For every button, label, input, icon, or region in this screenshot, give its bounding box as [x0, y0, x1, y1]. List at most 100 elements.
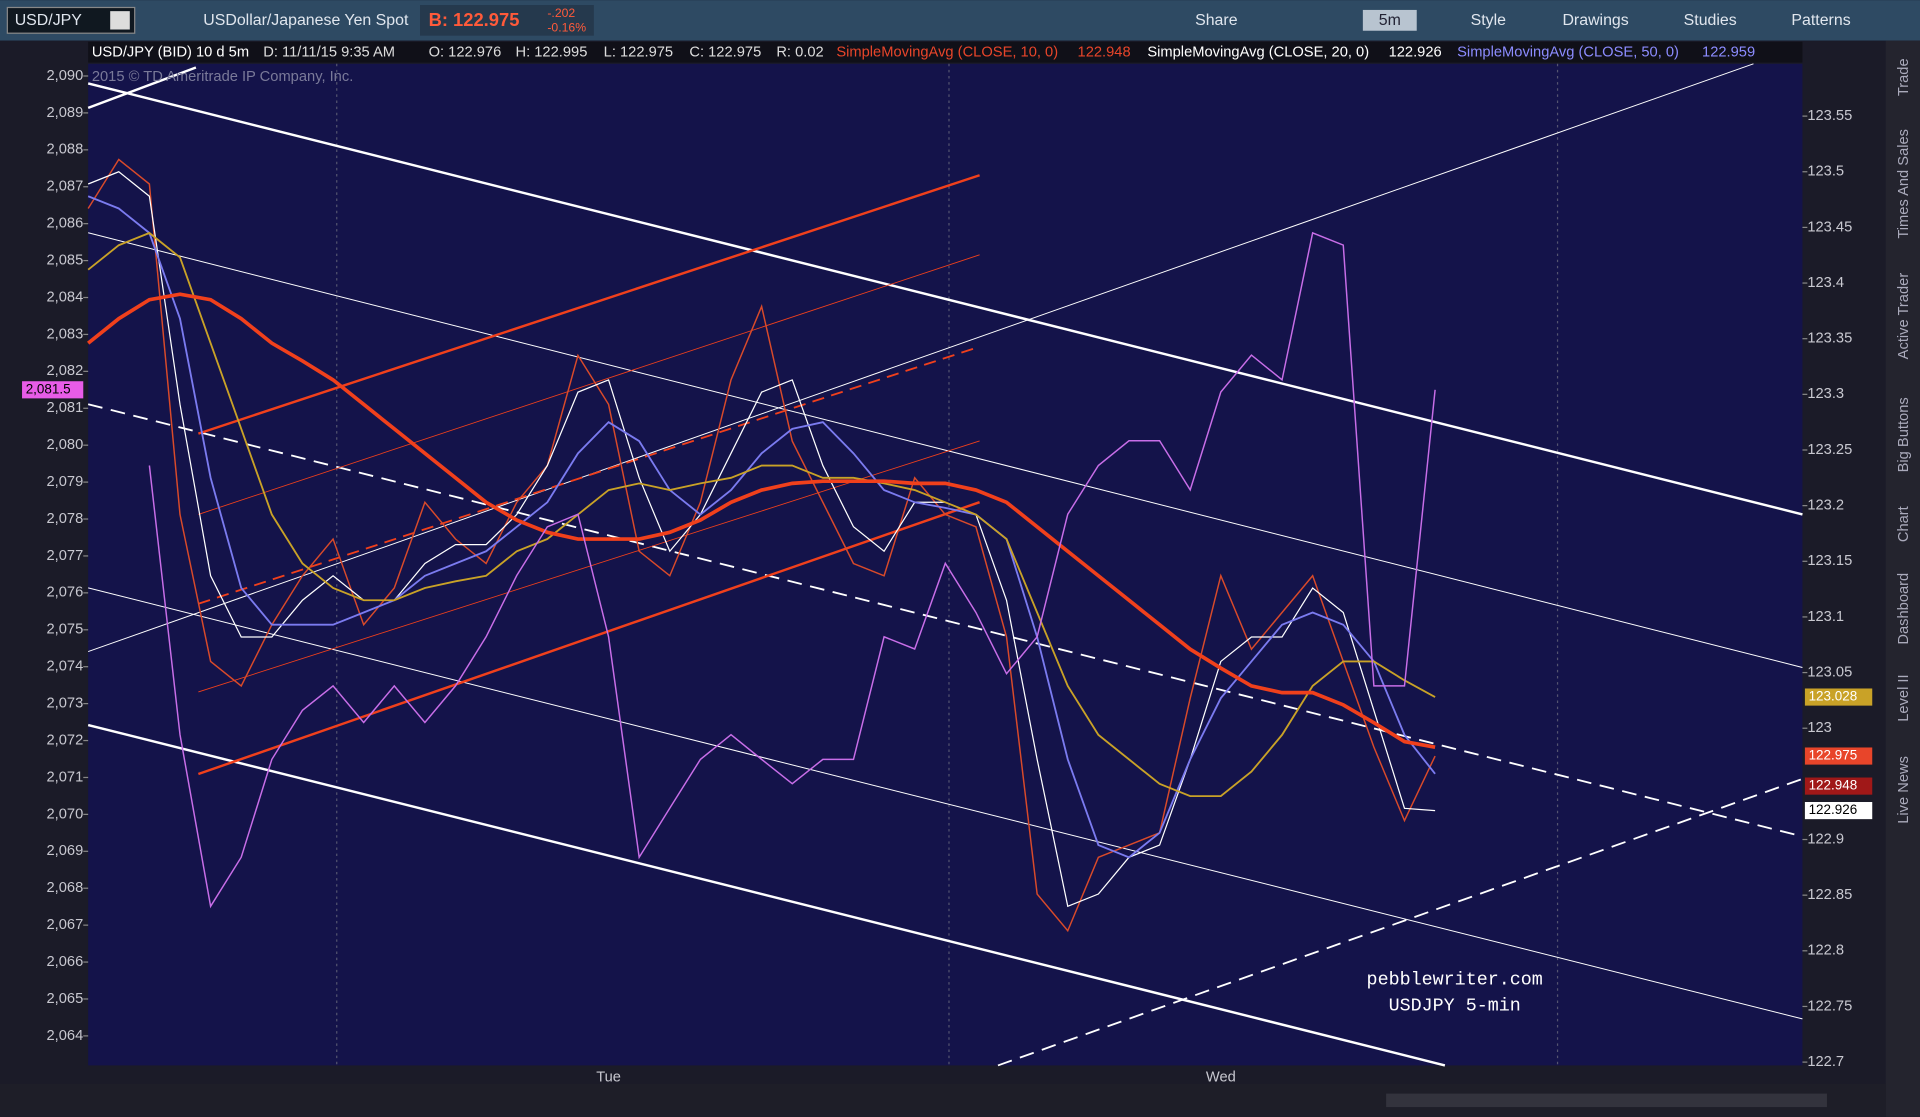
channel-line [88, 587, 1803, 1020]
y-tick-label: 123.05 [1807, 664, 1852, 680]
y2-tick-label: 2,081 [46, 400, 83, 416]
y2-tick-label: 2,068 [46, 880, 83, 896]
sma20-label: SimpleMovingAvg (CLOSE, 20, 0) [1147, 45, 1369, 61]
y2-tick-label: 2,072 [46, 732, 83, 748]
y-tick-label: 123 [1807, 720, 1832, 736]
sma20-value: 122.926 [1389, 45, 1442, 61]
y2-tick-label: 2,084 [46, 289, 83, 305]
change-pct: -0.16% [547, 21, 586, 35]
y-tick-label: 122.7 [1807, 1054, 1844, 1070]
interval-box[interactable] [1362, 9, 1417, 31]
y2-tick-label: 2,075 [46, 622, 83, 638]
sidebar-tab[interactable]: Dashboard [1896, 573, 1912, 645]
y2-tick-label: 2,067 [46, 917, 83, 933]
y2-tick-label: 2,076 [46, 585, 83, 601]
y-tick-label: 123.55 [1807, 108, 1852, 124]
y2-tick-label: 2,087 [46, 179, 83, 195]
value-tag-label: 123.028 [1809, 689, 1858, 704]
sidebar [1885, 40, 1920, 1117]
sma50-label: SimpleMovingAvg (CLOSE, 50, 0) [1457, 45, 1679, 61]
value-tag-label: 122.975 [1809, 748, 1858, 763]
y-tick-label: 123.5 [1807, 164, 1844, 180]
info-open: O: 122.976 [429, 45, 502, 61]
y-tick-label: 123.2 [1807, 498, 1844, 514]
sma10-value: 122.948 [1078, 45, 1131, 61]
trend-line [997, 778, 1803, 1067]
sidebar-tab[interactable]: Big Buttons [1896, 397, 1912, 472]
y-tick-label: 122.85 [1807, 887, 1852, 903]
info-bar [88, 41, 1803, 63]
y2-tick-label: 2,088 [46, 142, 83, 158]
style-button[interactable]: Style [1471, 12, 1507, 29]
symbol[interactable]: USD/JPY [15, 12, 83, 29]
scrollbar[interactable] [1386, 1093, 1827, 1108]
channel-line [87, 82, 1803, 516]
y2-tick-label: 2,083 [46, 326, 83, 342]
y2-value-tag-label: 2,081.5 [26, 381, 71, 396]
channel-line [88, 232, 1803, 668]
value-tag-label: 122.948 [1809, 778, 1858, 793]
y2-tick-label: 2,066 [46, 954, 83, 970]
info-close: C: 122.975 [689, 45, 761, 61]
quote-box [420, 5, 594, 36]
y2-value-tag [22, 381, 84, 399]
sidebar-tab[interactable]: Chart [1896, 506, 1912, 542]
y2-tick-label: 2,080 [46, 437, 83, 453]
y2-tick-label: 2,086 [46, 216, 83, 232]
patterns-button[interactable]: Patterns [1791, 12, 1850, 29]
sma50-value: 122.959 [1702, 45, 1755, 61]
y2-tick-label: 2,073 [46, 696, 83, 712]
info-high: H: 122.995 [516, 45, 588, 61]
value-tag [1804, 688, 1873, 706]
info-date: D: 11/11/15 9:35 AM [263, 45, 395, 61]
sidebar-tab[interactable]: Live News [1896, 756, 1912, 824]
series-line [87, 158, 1436, 933]
copyright: 2015 © TD Ameritrade IP Company, Inc. [92, 69, 353, 85]
y-tick-label: 123.15 [1807, 553, 1852, 569]
series-line [87, 292, 1436, 749]
watermark: pebblewriter.com [1367, 970, 1543, 991]
y-tick-label: 122.9 [1807, 831, 1844, 847]
trend-line [88, 63, 1754, 653]
sidebar-tab[interactable]: Times And Sales [1896, 129, 1912, 239]
drawings-button[interactable]: Drawings [1562, 12, 1628, 29]
y2-tick-label: 2,085 [46, 252, 83, 268]
y-tick-label: 123.25 [1807, 442, 1852, 458]
sidebar-tab[interactable]: Trade [1896, 58, 1912, 96]
y-tick-label: 123.4 [1807, 275, 1844, 291]
description: USDollar/Japanese Yen Spot [203, 12, 409, 29]
sidebar-tab[interactable]: Level II [1896, 674, 1912, 721]
toolbar [0, 0, 1920, 41]
orange-channel [197, 501, 980, 776]
interval[interactable]: 5m [1379, 12, 1401, 29]
y-tick-label: 123.3 [1807, 386, 1844, 402]
y-tick-label: 123.1 [1807, 609, 1844, 625]
y2-tick-label: 2,082 [46, 363, 83, 379]
y-tick-label: 123.35 [1807, 331, 1852, 347]
change: -.202 [547, 6, 575, 20]
studies-button[interactable]: Studies [1684, 12, 1737, 29]
sidebar-tab[interactable]: Active Trader [1896, 273, 1912, 360]
x-tick-label: Wed [1206, 1070, 1236, 1086]
series-line [87, 171, 1436, 908]
value-tag [1804, 747, 1873, 765]
y2-tick-label: 2,070 [46, 806, 83, 822]
value-tag [1804, 802, 1873, 820]
value-tag-label: 122.926 [1809, 802, 1858, 817]
bid: B: 122.975 [429, 9, 520, 30]
info-low: L: 122.975 [604, 45, 673, 61]
channel-line [87, 723, 1446, 1067]
info-range: R: 0.02 [776, 45, 823, 61]
orange-channel [197, 174, 980, 435]
y2-tick-label: 2,078 [46, 511, 83, 527]
y-tick-label: 122.8 [1807, 943, 1844, 959]
x-tick-label: Tue [596, 1070, 621, 1086]
symbol-dropdown[interactable] [110, 11, 130, 30]
share-button[interactable]: Share [1195, 12, 1238, 29]
y2-tick-label: 2,090 [46, 68, 83, 84]
channel-line [87, 403, 1803, 838]
y2-tick-label: 2,074 [46, 659, 83, 675]
series-line [87, 231, 1436, 798]
